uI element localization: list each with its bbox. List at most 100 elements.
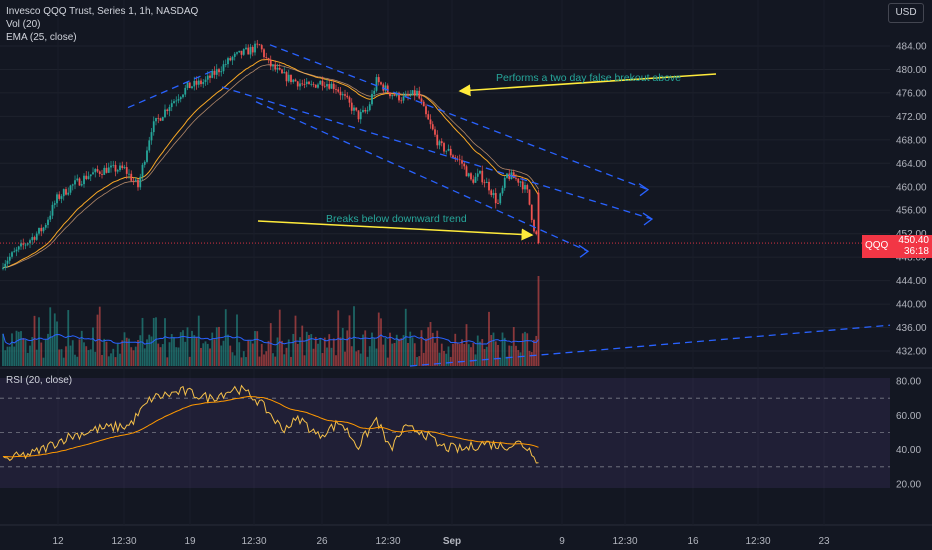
candle-body: [438, 141, 441, 146]
candle-body: [443, 143, 445, 152]
candle-body: [458, 159, 461, 161]
volume-bar: [515, 345, 517, 366]
volume-bar: [429, 321, 432, 366]
volume-bar: [510, 345, 513, 366]
volume-bar: [443, 350, 445, 366]
volume-bar: [71, 340, 74, 366]
volume-bar: [303, 355, 306, 366]
volume-bar: [503, 337, 506, 366]
volume-bar: [278, 309, 281, 366]
candle-body: [200, 80, 202, 85]
volume-bar: [231, 352, 234, 366]
candle-body: [335, 89, 337, 90]
volume-bar: [94, 351, 97, 366]
volume-bar: [526, 333, 529, 366]
volume-bar: [476, 335, 479, 366]
candle-body: [294, 79, 297, 82]
volume-bar: [245, 357, 247, 366]
candle-body: [13, 251, 16, 253]
candle-body: [384, 85, 387, 91]
volume-bar: [299, 337, 301, 366]
time-axis: 12 12:30 19 12:30 26 12:30 Sep 9 12:30 16 12:30 23: [52, 536, 830, 547]
candle-body: [51, 204, 54, 216]
volume-bar: [521, 333, 524, 366]
volume-bar: [179, 332, 182, 366]
candle-body: [114, 164, 117, 172]
volume-bar: [215, 327, 218, 366]
candle-body: [301, 83, 304, 85]
volume-bar: [58, 349, 61, 366]
volume-bar: [42, 357, 45, 366]
volume-bar: [69, 345, 72, 366]
volume-bar: [101, 354, 103, 366]
volume-bar: [195, 337, 198, 366]
candle-body: [236, 52, 238, 54]
breakdown-label: Breaks below downward trend: [326, 213, 467, 225]
volume-bar: [116, 343, 119, 366]
volume-bar: [308, 335, 310, 366]
candle-body: [314, 84, 317, 88]
volume-bar: [452, 343, 454, 366]
candle-body: [377, 77, 380, 83]
time-tick-label: 12:30: [375, 536, 400, 547]
middle-trend-line: [221, 86, 653, 220]
volume-bar: [281, 340, 283, 366]
volume-bar: [29, 345, 31, 366]
volume-bar: [366, 356, 369, 366]
volume-bar: [265, 351, 268, 366]
breakdown-arrow: [257, 220, 534, 241]
candle-body: [26, 243, 29, 245]
candle-body: [220, 71, 223, 73]
candle-body: [515, 178, 517, 179]
price-tick-label: 464.00: [896, 159, 927, 170]
volume-bar: [251, 343, 254, 366]
volume-bar: [83, 342, 85, 366]
volume-bar: [51, 336, 54, 366]
candle-body: [152, 121, 155, 133]
volume-bar: [537, 276, 540, 366]
candle-body: [503, 177, 506, 188]
candle-body: [150, 132, 153, 141]
candle-body: [519, 181, 522, 183]
volume-bar: [440, 343, 443, 366]
time-tick-label: 19: [184, 536, 196, 547]
volume-bar: [98, 306, 101, 366]
volume-bar: [362, 334, 364, 366]
volume-bar: [339, 337, 342, 366]
candle-body: [398, 92, 400, 101]
volume-bar: [125, 337, 128, 366]
candle-body: [461, 160, 463, 164]
volume-bar: [353, 306, 355, 366]
price-tick-label: 484.00: [896, 42, 927, 53]
candle-body: [319, 80, 322, 85]
volume-bar: [175, 347, 178, 366]
volume-bar: [528, 350, 531, 366]
volume-legend: Vol (20): [6, 19, 41, 30]
volume-bar: [150, 336, 153, 366]
candle-body: [195, 80, 198, 85]
volume-bar: [258, 356, 261, 366]
candle-body: [436, 134, 439, 146]
volume-ma: [2, 333, 539, 346]
candle-body: [164, 109, 166, 118]
time-tick-label: 12:30: [745, 536, 770, 547]
price-tag-value: 450.40: [898, 235, 929, 246]
candle-body: [35, 233, 38, 240]
candle-body: [168, 107, 171, 112]
volume-bar: [26, 352, 29, 366]
price-tick-label: 476.00: [896, 88, 927, 99]
candle-body: [488, 181, 490, 191]
volume-bar: [49, 307, 52, 366]
price-tick-label: 472.00: [896, 112, 927, 123]
candle-body: [184, 87, 187, 95]
candle-body: [49, 215, 52, 220]
volume-bar: [89, 349, 92, 366]
volume-ma-line: [2, 333, 539, 346]
candle-body: [290, 74, 292, 83]
volume-bar: [105, 341, 108, 366]
currency-button[interactable]: USD: [888, 3, 924, 23]
volume-bar: [438, 352, 441, 366]
candle-body: [130, 173, 133, 181]
